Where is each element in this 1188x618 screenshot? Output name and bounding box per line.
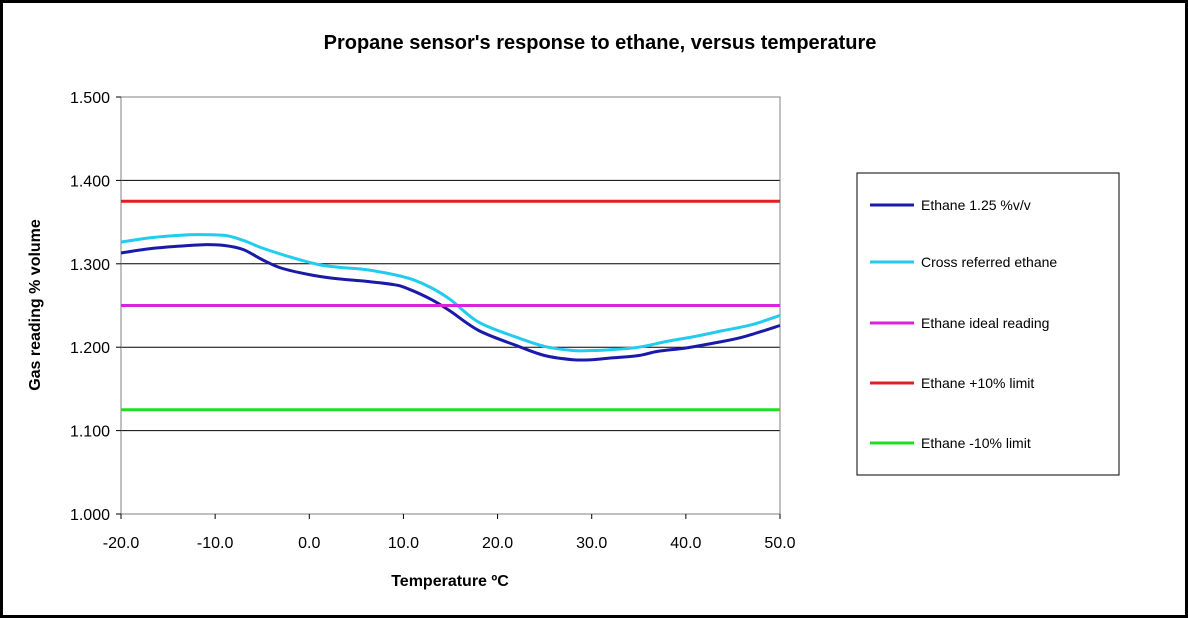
x-tick-label: 30.0: [576, 535, 607, 552]
legend-label: Ethane -10% limit: [921, 435, 1031, 451]
series-lines: [120, 199, 781, 412]
legend-label: Ethane ideal reading: [921, 315, 1049, 331]
legend-label: Cross referred ethane: [921, 254, 1057, 270]
x-tick-label: 20.0: [482, 535, 513, 552]
x-tick-label: 0.0: [298, 535, 320, 552]
y-tick-label: 1.300: [70, 257, 110, 274]
x-tick-label: -10.0: [197, 535, 234, 552]
x-axis-ticks: -20.0 -10.0 0.0 10.0 20.0 30.0 40.0 50.0: [103, 514, 796, 552]
x-axis-label: Temperature ºC: [391, 573, 509, 590]
legend: Ethane 1.25 %v/v Cross referred ethane Eth…: [856, 172, 1120, 476]
y-axis-label: Gas reading % volume: [27, 219, 44, 391]
x-tick-label: 10.0: [388, 535, 419, 552]
y-axis-ticks: 1.000 1.100 1.200 1.300 1.400 1.500: [70, 90, 121, 524]
legend-item: Ethane -10% limit: [870, 435, 1031, 451]
legend-item: Ethane +10% limit: [870, 375, 1034, 391]
x-tick-label: -20.0: [103, 535, 140, 552]
legend-label: Ethane 1.25 %v/v: [921, 197, 1031, 213]
legend-label: Ethane +10% limit: [921, 375, 1034, 391]
x-tick-label: 40.0: [670, 535, 701, 552]
y-tick-label: 1.400: [70, 173, 110, 190]
series-line-cross-referred-ethane: [120, 233, 781, 353]
y-tick-label: 1.000: [70, 507, 110, 524]
chart-title: Propane sensor's response to ethane, ver…: [324, 32, 877, 54]
y-tick-label: 1.100: [70, 424, 110, 441]
legend-item: Ethane ideal reading: [870, 315, 1049, 331]
y-tick-label: 1.500: [70, 90, 110, 107]
y-tick-label: 1.200: [70, 340, 110, 357]
grid-lines: [121, 179, 780, 432]
legend-item: Ethane 1.25 %v/v: [870, 197, 1031, 213]
x-tick-label: 50.0: [764, 535, 795, 552]
series-line-ethane-1-25-v-v: [120, 243, 781, 362]
legend-item: Cross referred ethane: [870, 254, 1057, 270]
